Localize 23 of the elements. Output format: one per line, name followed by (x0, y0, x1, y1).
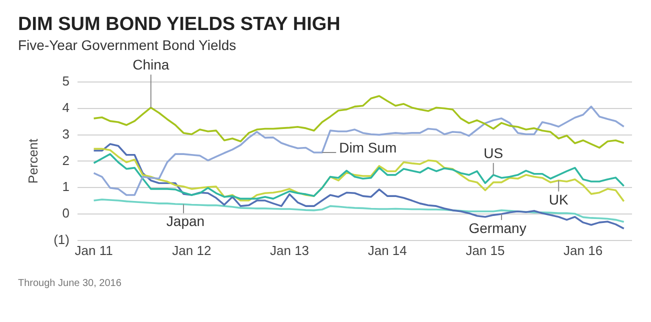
series-label: US (484, 144, 504, 161)
text: Through June 30, 2016 (18, 278, 122, 290)
y-tick-label: 5 (62, 74, 70, 89)
y-tick-label: 3 (62, 126, 70, 142)
series-label: Dim Sum (339, 139, 397, 156)
y-tick-label: (1) (54, 232, 70, 247)
y-tick-label: 0 (62, 206, 70, 221)
series-label: UK (548, 191, 569, 208)
y-tick-label: 4 (62, 100, 70, 115)
chart-title: DIM SUM BOND YIELDS STAY HIGH (18, 14, 340, 36)
y-axis-title: Percent (25, 138, 40, 184)
x-tick-label: Jan 11 (74, 242, 113, 258)
text: China (132, 56, 170, 72)
y-tick-label: 1 (62, 179, 70, 194)
chart-subtitle: Five-Year Government Bond Yields (18, 37, 236, 53)
x-tick-label: Jan 12 (172, 242, 212, 258)
x-tick-label: Jan 13 (270, 242, 310, 258)
series-label: Japan (166, 213, 205, 230)
x-tick-label: Jan 15 (466, 242, 505, 258)
x-tick-label: Jan 14 (368, 242, 407, 258)
x-tick-label: Jan 16 (564, 242, 603, 258)
y-tick-label: 2 (62, 152, 70, 168)
series-label: Germany (468, 220, 526, 236)
